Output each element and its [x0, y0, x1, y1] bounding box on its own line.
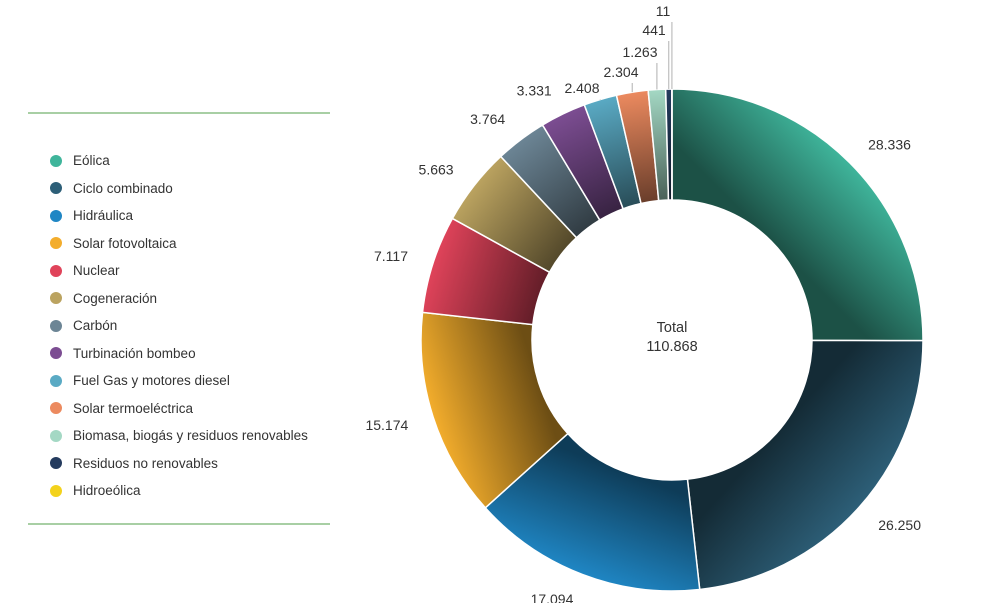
data-labels: 28.336 26.250 17.094 15.174 7.117 5.663 3.764 3… — [365, 3, 921, 603]
legend-item-fuel-gas-y-motores-diesel: Fuel Gas y motores diesel — [50, 367, 308, 395]
legend-swatch — [50, 264, 62, 277]
data-label-ciclo-combinado: 26.250 — [878, 517, 921, 533]
center-label: Total — [657, 320, 688, 336]
data-label-hidroeolica: 11 — [656, 3, 671, 19]
legend-item-biomasa-biogas-y-residuos-renovables: Biomasa, biogás y residuos renovables — [50, 422, 308, 450]
slice-solar-fotovoltaica — [420, 311, 569, 509]
slice-hidraulica — [484, 432, 701, 592]
legend-label: Turbinación bombeo — [73, 345, 196, 361]
data-label-cogeneracion: 5.663 — [419, 162, 454, 178]
legend-item-ciclo-combinado: Ciclo combinado — [50, 175, 308, 203]
data-label-solar-fotovoltaica: 15.174 — [365, 417, 408, 433]
data-label-nuclear: 7.117 — [374, 248, 408, 264]
legend-item-hidroeolica: Hidroeólica — [50, 477, 308, 505]
legend-item-solar-fotovoltaica: Solar fotovoltaica — [50, 230, 308, 258]
data-label-eolica: 28.336 — [868, 136, 911, 152]
leader-lines — [599, 22, 673, 100]
legend-item-cogeneracion: Cogeneración — [50, 285, 308, 313]
legend-item-residuos-no-renovables: Residuos no renovables — [50, 450, 308, 478]
legend-label: Fuel Gas y motores diesel — [73, 373, 230, 389]
legend-label: Solar termoeléctrica — [73, 400, 194, 416]
donut-slices — [420, 88, 924, 592]
legend-label: Carbón — [73, 318, 118, 334]
center-total: 110.868 — [646, 339, 697, 355]
legend-label: Cogeneración — [73, 290, 158, 306]
legend-swatch — [50, 182, 62, 195]
legend-top-rule — [28, 112, 330, 114]
data-label-solar-termoelectrica: 2.304 — [603, 64, 638, 80]
slice-ciclo-combinado — [686, 339, 924, 591]
legend-swatch — [50, 429, 62, 442]
data-label-biomasa-biogas-y-residuos-renovables: 1.263 — [622, 44, 657, 60]
slice-eolica — [671, 88, 924, 342]
legend-swatch — [50, 237, 62, 250]
legend-item-carbon: Carbón — [50, 312, 308, 340]
legend-item-nuclear: Nuclear — [50, 257, 308, 285]
legend-swatch — [50, 319, 62, 332]
legend-swatch — [50, 347, 62, 360]
legend: Eólica Ciclo combinado Hidráulica Solar fot… — [28, 112, 330, 526]
legend-item-hidraulica: Hidráulica — [50, 202, 308, 230]
legend-swatch — [50, 209, 62, 222]
data-label-turbinacion-bombeo: 3.331 — [517, 83, 552, 99]
legend-label: Nuclear — [73, 263, 120, 279]
legend-list: Eólica Ciclo combinado Hidráulica Solar fot… — [50, 147, 308, 505]
legend-label: Eólica — [73, 153, 110, 169]
legend-swatch — [50, 402, 62, 415]
legend-item-turbinacion-bombeo: Turbinación bombeo — [50, 340, 308, 368]
legend-label: Hidráulica — [73, 208, 134, 224]
legend-swatch — [50, 484, 62, 497]
data-label-fuel-gas-y-motores-diesel: 2.408 — [564, 80, 599, 96]
legend-swatch — [50, 292, 62, 305]
data-label-hidraulica: 17.094 — [531, 591, 574, 603]
legend-label: Residuos no renovables — [73, 455, 218, 471]
legend-item-eolica: Eólica — [50, 147, 308, 175]
legend-swatch — [50, 154, 62, 167]
data-label-carbon: 3.764 — [470, 111, 505, 127]
legend-bottom-rule — [28, 523, 330, 525]
legend-swatch — [50, 457, 62, 470]
legend-label: Biomasa, biogás y residuos renovables — [73, 428, 308, 444]
legend-label: Solar fotovoltaica — [73, 235, 177, 251]
legend-label: Ciclo combinado — [73, 180, 173, 196]
legend-swatch — [50, 374, 62, 387]
data-label-residuos-no-renovables: 441 — [642, 22, 666, 38]
legend-label: Hidroeólica — [73, 483, 141, 499]
legend-item-solar-termoelectrica: Solar termoeléctrica — [50, 395, 308, 423]
